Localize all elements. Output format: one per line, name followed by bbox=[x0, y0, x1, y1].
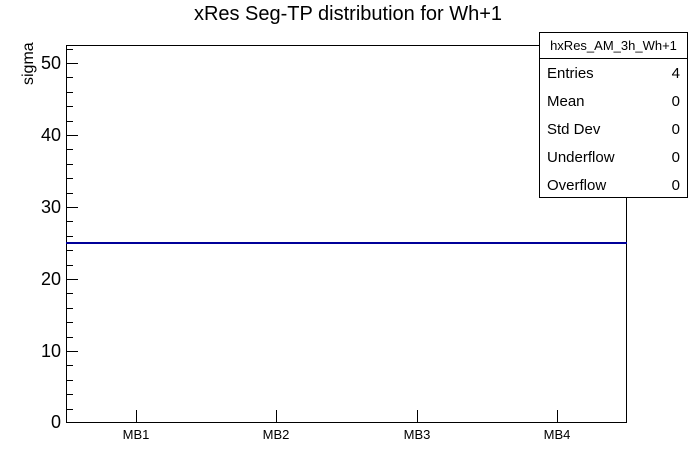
x-tick bbox=[136, 410, 137, 422]
stats-row: Underflow 0 bbox=[540, 143, 687, 171]
y-minor-tick bbox=[67, 121, 73, 122]
y-minor-tick bbox=[67, 77, 73, 78]
y-major-tick bbox=[67, 207, 78, 208]
y-minor-tick bbox=[67, 337, 73, 338]
stats-box-title: hxRes_AM_3h_Wh+1 bbox=[540, 33, 687, 59]
y-major-tick bbox=[67, 63, 78, 64]
y-minor-tick bbox=[67, 149, 73, 150]
y-tick-label: 50 bbox=[40, 53, 61, 73]
y-minor-tick bbox=[67, 250, 73, 251]
x-tick bbox=[557, 410, 558, 422]
y-minor-tick bbox=[67, 106, 73, 107]
x-tick-label: MB2 bbox=[262, 427, 290, 442]
x-tick-label: MB3 bbox=[403, 427, 431, 442]
plot-frame bbox=[66, 45, 627, 423]
x-tick-label: MB4 bbox=[543, 427, 571, 442]
y-major-tick bbox=[67, 279, 78, 280]
y-tick-label: 0 bbox=[50, 412, 61, 432]
y-major-tick bbox=[67, 422, 78, 423]
stats-row-label: Overflow bbox=[547, 176, 607, 194]
x-tick-label: MB1 bbox=[122, 427, 150, 442]
stats-row-value: 0 bbox=[671, 176, 680, 194]
x-tick bbox=[276, 410, 277, 422]
stats-row: Std Dev 0 bbox=[540, 115, 687, 143]
y-minor-tick bbox=[67, 322, 73, 323]
stats-row-value: 0 bbox=[671, 92, 680, 110]
y-tick-label: 20 bbox=[40, 269, 61, 289]
y-minor-tick bbox=[67, 236, 73, 237]
y-tick-label: 30 bbox=[40, 197, 61, 217]
y-minor-tick bbox=[67, 164, 73, 165]
y-major-tick bbox=[67, 135, 78, 136]
y-minor-tick bbox=[67, 92, 73, 93]
y-tick-label: 10 bbox=[40, 341, 61, 361]
stats-row: Overflow 0 bbox=[540, 171, 687, 199]
stats-row-value: 0 bbox=[671, 120, 680, 138]
y-minor-tick bbox=[67, 178, 73, 179]
histogram-line-segment bbox=[206, 242, 347, 244]
y-minor-tick bbox=[67, 265, 73, 266]
stats-row-value: 0 bbox=[671, 148, 680, 166]
stats-row-label: Underflow bbox=[547, 148, 615, 166]
y-minor-tick bbox=[67, 293, 73, 294]
y-minor-tick bbox=[67, 308, 73, 309]
y-minor-tick bbox=[67, 380, 73, 381]
y-minor-tick bbox=[67, 49, 73, 50]
y-minor-tick bbox=[67, 409, 73, 410]
y-minor-tick bbox=[67, 394, 73, 395]
stats-row-label: Mean bbox=[547, 92, 585, 110]
histogram-line-segment bbox=[66, 242, 207, 244]
stats-row-value: 4 bbox=[671, 64, 680, 82]
stats-row-label: Entries bbox=[547, 64, 594, 82]
stats-box: hxRes_AM_3h_Wh+1 Entries 4 Mean 0 Std Dev 0 Un… bbox=[539, 32, 688, 198]
chart-title: xRes Seg-TP distribution for Wh+1 bbox=[193, 3, 503, 25]
stats-row: Entries 4 bbox=[540, 59, 687, 87]
x-tick bbox=[417, 410, 418, 422]
y-major-tick bbox=[67, 351, 78, 352]
y-minor-tick bbox=[67, 193, 73, 194]
y-tick-label: 40 bbox=[40, 125, 61, 145]
stats-row-label: Std Dev bbox=[547, 120, 601, 138]
y-minor-tick bbox=[67, 365, 73, 366]
y-minor-tick bbox=[67, 221, 73, 222]
stats-rows: Entries 4 Mean 0 Std Dev 0 Underflow 0 Overflow 0 bbox=[540, 59, 687, 199]
stats-row: Mean 0 bbox=[540, 87, 687, 115]
histogram-line-segment bbox=[346, 242, 487, 244]
histogram-line-segment bbox=[486, 242, 627, 244]
